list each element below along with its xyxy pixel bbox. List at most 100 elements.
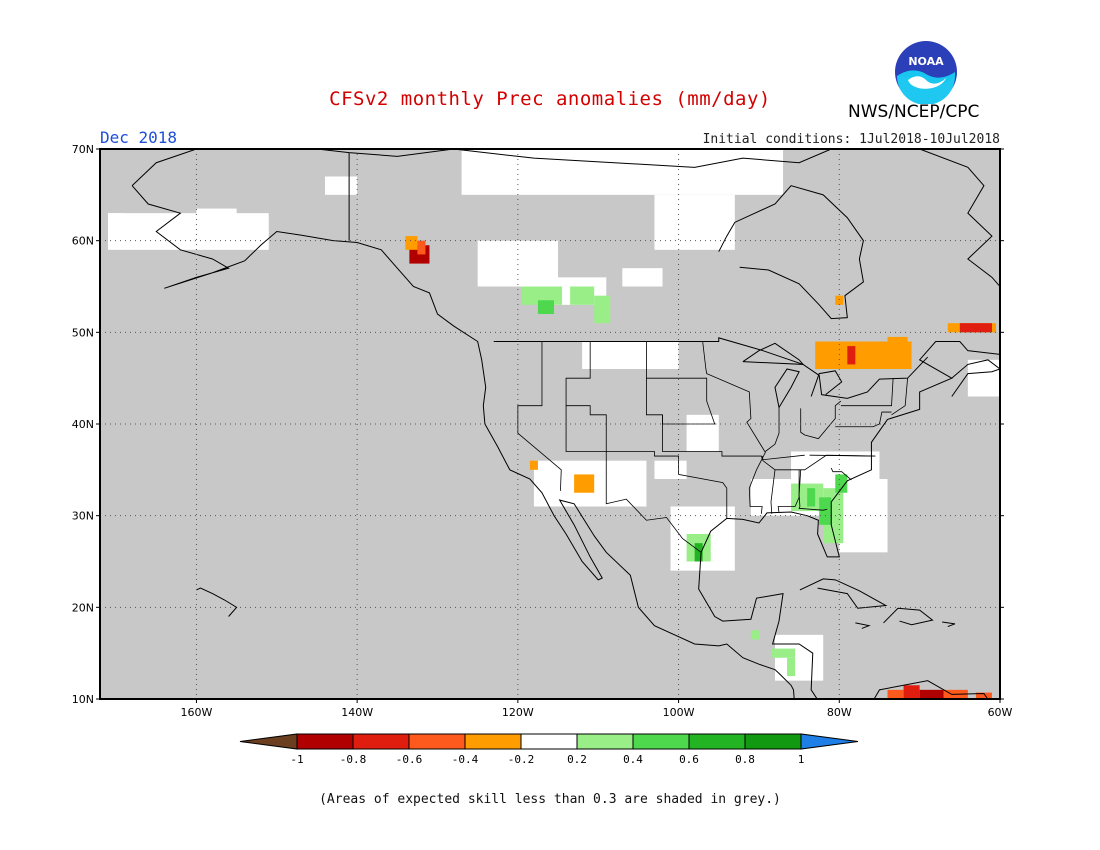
state-border xyxy=(830,467,852,481)
anomaly-cell xyxy=(694,543,703,562)
logo-text: NOAA xyxy=(908,55,944,68)
state-border xyxy=(565,405,702,553)
anomaly-cell xyxy=(787,657,796,677)
colorbar-tick-label: 0.2 xyxy=(567,753,587,766)
state-border xyxy=(777,469,800,513)
initial-conditions-label: Initial conditions: 1Jul2018-10Jul2018 xyxy=(702,132,1000,147)
anomaly-cell xyxy=(537,300,555,314)
colorbar-tick-label: -0.6 xyxy=(396,753,423,766)
colorbar-swatch xyxy=(688,733,746,750)
lat-tick-label: 60N xyxy=(72,235,94,248)
colorbar-tick-label: 0.8 xyxy=(735,753,755,766)
anomaly-cell xyxy=(791,483,824,512)
coastline xyxy=(774,368,800,408)
coastline xyxy=(942,621,956,628)
lat-tick-label: 70N xyxy=(72,143,94,156)
colorbar-swatch xyxy=(632,733,690,750)
anomaly-cell xyxy=(770,648,796,658)
anomaly-cell xyxy=(570,286,595,305)
coastline xyxy=(799,578,888,609)
skill-region xyxy=(622,268,663,287)
colorbar-arrow-high xyxy=(800,733,859,750)
anomaly-cell xyxy=(529,460,538,470)
colorbar-swatch xyxy=(408,733,466,750)
anomaly-cell xyxy=(887,336,908,351)
state-border xyxy=(702,341,766,514)
coastline xyxy=(718,185,864,320)
lat-tick-label: 30N xyxy=(72,510,94,523)
colorbar-swatch xyxy=(464,733,522,750)
lat-tick-label: 50N xyxy=(72,326,94,339)
anomaly-cell xyxy=(574,474,595,493)
anomaly-cell xyxy=(919,689,944,699)
anomaly-cell xyxy=(417,240,426,255)
coastline xyxy=(742,342,805,365)
state-border xyxy=(761,454,805,461)
colorbar-tick-label: 0.6 xyxy=(679,753,699,766)
state-border xyxy=(646,377,717,425)
skill-region xyxy=(582,341,679,369)
lat-tick-label: 10N xyxy=(72,693,94,706)
colorbar-swatch xyxy=(520,733,578,750)
coastline xyxy=(131,149,1000,699)
skill-region xyxy=(196,208,237,237)
skill-region xyxy=(654,194,735,250)
anomaly-cell xyxy=(835,474,848,493)
lon-tick-label: 140W xyxy=(341,706,373,719)
state-border xyxy=(809,454,874,457)
coastline xyxy=(883,607,934,626)
colorbar-arrow-low xyxy=(239,733,298,750)
anomaly-cell xyxy=(594,295,611,324)
coastline xyxy=(196,587,238,617)
agency-label: NWS/NCEP/CPC xyxy=(848,102,980,122)
state-border xyxy=(770,469,776,514)
coastline xyxy=(855,622,871,629)
anomaly-cell xyxy=(903,685,920,699)
anomaly-cell xyxy=(819,497,832,525)
skill-region xyxy=(967,359,1000,397)
colorbar-tick-label: 1 xyxy=(798,753,805,766)
lon-tick-label: 100W xyxy=(663,706,695,719)
state-border xyxy=(835,411,892,428)
forecast-month-label: Dec 2018 xyxy=(100,128,178,147)
skill-region xyxy=(461,149,784,195)
state-border xyxy=(798,469,828,511)
state-border xyxy=(765,407,780,452)
lat-tick-label: 40N xyxy=(72,418,94,431)
border-line xyxy=(131,185,795,699)
colorbar-swatch xyxy=(744,733,802,750)
noaa-logo-icon: NOAA xyxy=(895,41,957,104)
colorbar-tick-label: -0.4 xyxy=(452,753,479,766)
anomaly-cell xyxy=(405,236,418,250)
anomaly-cell xyxy=(847,346,856,365)
state-border xyxy=(891,378,908,416)
lon-tick-label: 120W xyxy=(502,706,534,719)
colorbar-tick-label: -0.2 xyxy=(508,753,535,766)
state-border xyxy=(840,378,894,407)
lat-tick-label: 20N xyxy=(72,601,94,614)
anomaly-cell xyxy=(835,295,844,305)
skill-footnote: (Areas of expected skill less than 0.3 a… xyxy=(319,792,781,807)
map-title: CFSv2 monthly Prec anomalies (mm/day) xyxy=(329,88,771,110)
colorbar-tick-label: 0.4 xyxy=(623,753,643,766)
skill-region xyxy=(108,213,125,232)
colorbar-tick-label: -0.8 xyxy=(340,753,367,766)
state-border xyxy=(800,400,842,440)
coastline xyxy=(810,370,843,397)
anomaly-cell xyxy=(807,488,816,507)
colorbar-swatch xyxy=(296,733,354,750)
colorbar-swatch xyxy=(352,733,410,750)
anomaly-cell xyxy=(750,630,759,640)
skill-region xyxy=(108,213,269,250)
anomaly-cell xyxy=(887,689,904,699)
coastline xyxy=(951,359,1000,397)
colorbar-swatch xyxy=(576,733,634,750)
anomaly-cell xyxy=(959,323,992,333)
anomaly-cell xyxy=(975,692,992,699)
lon-tick-label: 80W xyxy=(827,706,852,719)
border-line xyxy=(646,337,929,399)
lon-tick-label: 160W xyxy=(180,706,212,719)
colorbar-tick-label: -1 xyxy=(290,753,303,766)
